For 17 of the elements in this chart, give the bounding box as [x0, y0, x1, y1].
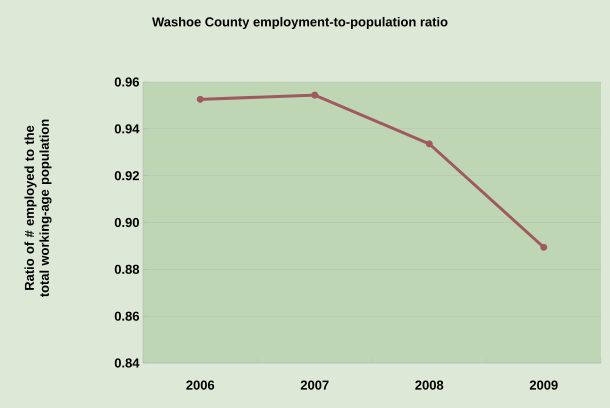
y-tick-label: 0.90 — [114, 218, 139, 228]
x-tick-label: 2006 — [186, 380, 214, 390]
x-tick-label: 2008 — [415, 380, 444, 390]
y-tick-label: 0.88 — [114, 264, 140, 274]
point — [196, 96, 204, 103]
point — [426, 140, 433, 148]
y-axis-title: Ratio of # employed to the total working-age population — [24, 120, 52, 298]
y-tick-label: 0.86 — [114, 312, 140, 321]
y-tick-label: 0.92 — [114, 171, 139, 180]
chart-title: Washoe County employment-to-population ratio — [152, 16, 448, 30]
point — [540, 244, 548, 251]
x-tick-label: 2009 — [530, 380, 558, 390]
y-tick-label: 0.96 — [114, 77, 140, 87]
x-tick-label: 2007 — [300, 380, 329, 390]
y-tick-label: 0.84 — [114, 358, 140, 368]
y-tick-label: 0.94 — [114, 124, 140, 134]
point — [311, 92, 318, 99]
